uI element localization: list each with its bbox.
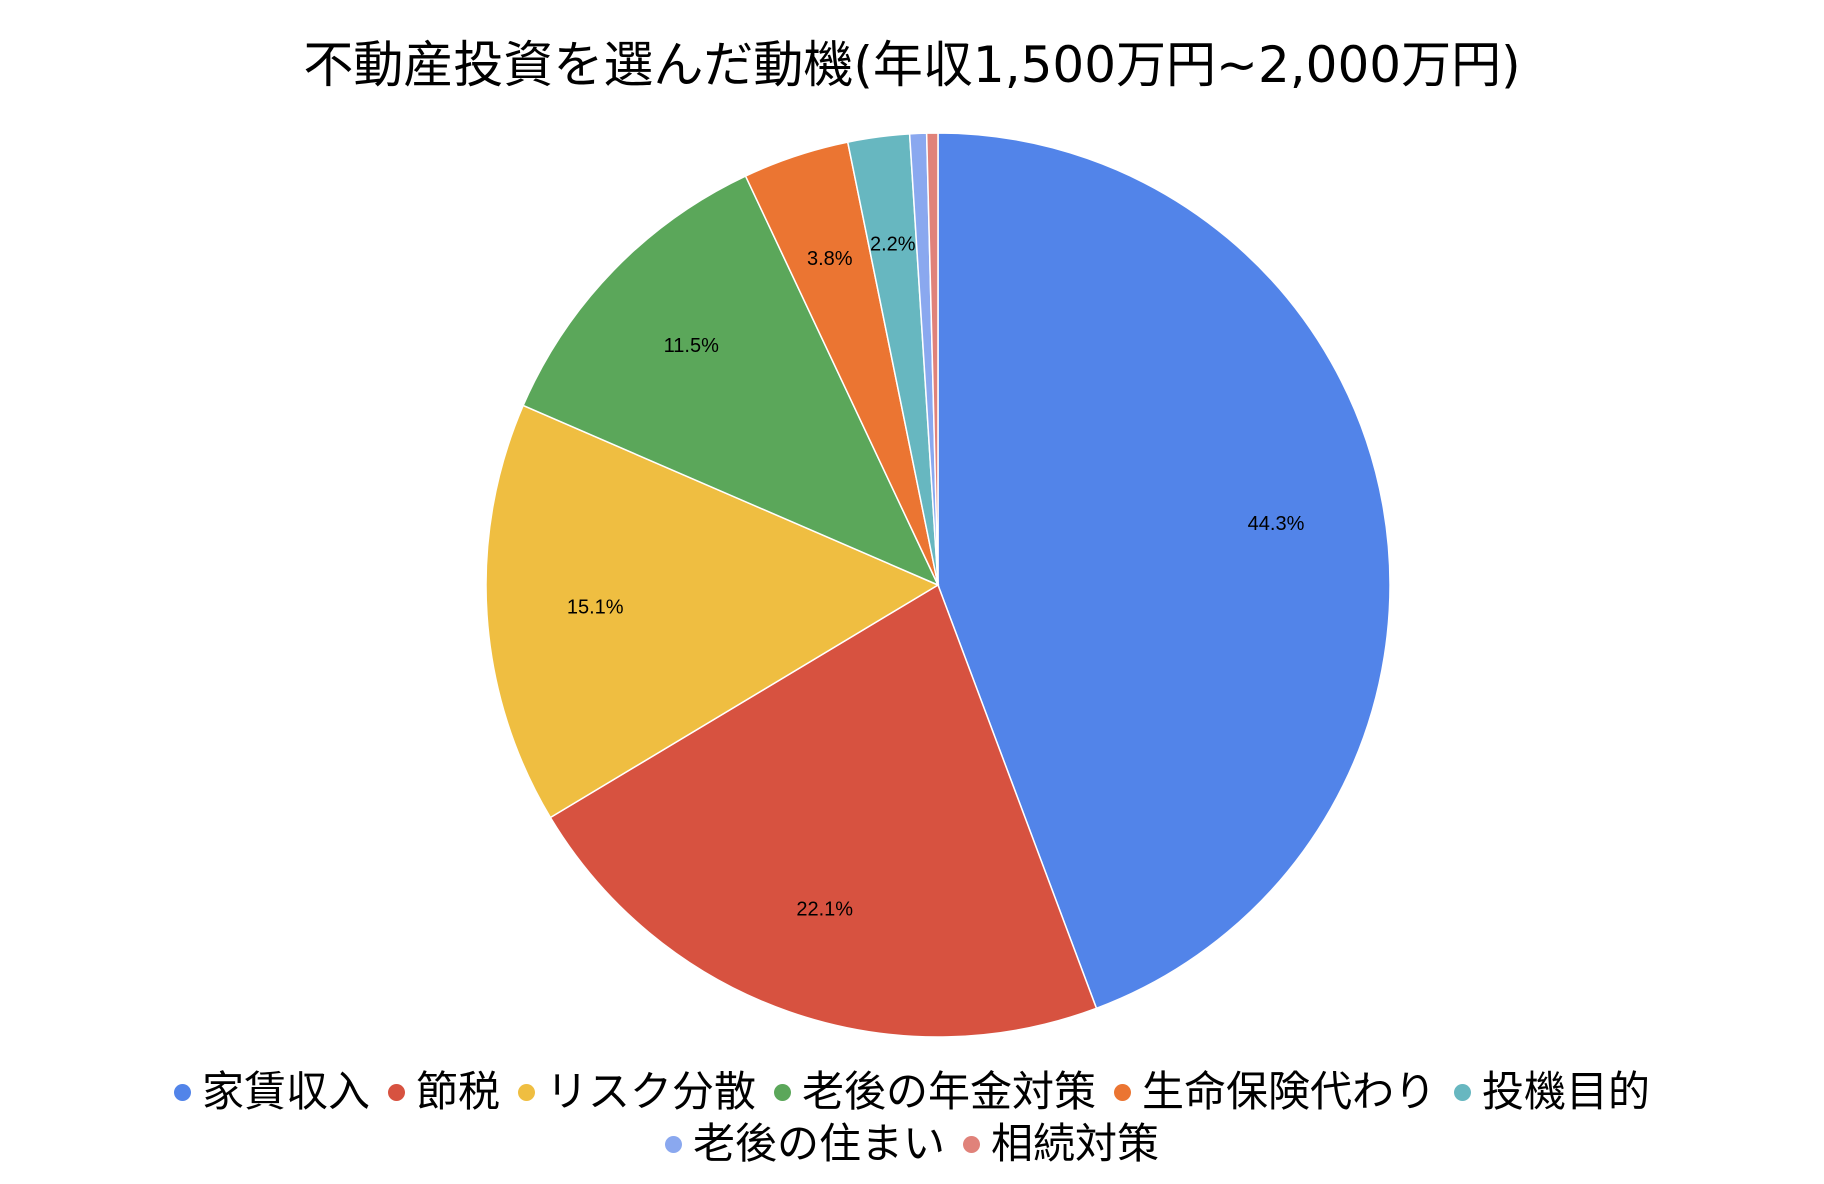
- legend-item-1[interactable]: 節税: [387, 1066, 500, 1118]
- pie-slice-3[interactable]: [522, 175, 940, 587]
- legend-swatch-icon: [517, 1083, 535, 1101]
- pie-slice-1[interactable]: [549, 583, 1098, 1038]
- legend-label: 節税: [415, 1067, 500, 1116]
- pie-slices: [485, 132, 1391, 1038]
- chart-title: 不動産投資を選んだ動機(年収1,500万円~2,000万円): [303, 36, 1521, 94]
- legend-item-2[interactable]: リスク分散: [517, 1066, 756, 1118]
- legend-item-4[interactable]: 生命保険代わり: [1114, 1066, 1436, 1118]
- pie-slice-7[interactable]: [925, 132, 939, 586]
- legend-row-0: 家賃収入 節税 リスク分散 老後の年金対策 生命保険代わり 投機目的: [0, 1066, 1824, 1118]
- legend-item-7[interactable]: 相続対策: [963, 1118, 1159, 1170]
- pie-slice-labels: 44.3% 22.1% 15.1% 11.5% 3.8% 2.2%: [567, 234, 1305, 921]
- legend-swatch-icon: [1114, 1083, 1132, 1101]
- legend-swatch-icon: [774, 1083, 791, 1101]
- legend-label: 投機目的: [1482, 1067, 1651, 1116]
- legend-label: リスク分散: [545, 1067, 756, 1116]
- slice-label-1: 22.1%: [796, 898, 853, 920]
- legend-swatch-icon: [1454, 1083, 1472, 1101]
- slice-label-5: 2.2%: [870, 234, 916, 256]
- legend-swatch-icon: [173, 1083, 191, 1101]
- legend-swatch-icon: [387, 1083, 405, 1101]
- legend-label: 生命保険代わり: [1142, 1067, 1437, 1116]
- pie-slice-0[interactable]: [937, 132, 1391, 1010]
- legend-swatch-icon: [963, 1135, 980, 1153]
- slice-label-4: 3.8%: [807, 248, 853, 270]
- pie-slice-2[interactable]: [485, 404, 940, 819]
- legend-swatch-icon: [664, 1135, 682, 1153]
- legend-item-6[interactable]: 老後の住まい: [664, 1118, 945, 1170]
- slice-label-0: 44.3%: [1248, 513, 1305, 535]
- legend-item-0[interactable]: 家賃収入: [173, 1066, 370, 1118]
- legend-item-3[interactable]: 老後の年金対策: [774, 1066, 1096, 1118]
- legend-label: 家賃収入: [201, 1067, 370, 1116]
- legend-item-5[interactable]: 投機目的: [1454, 1066, 1650, 1118]
- legend-label: 老後の住まい: [692, 1119, 945, 1168]
- slice-label-2: 15.1%: [567, 597, 624, 619]
- legend-row-1: 老後の住まい 相続対策: [0, 1118, 1824, 1170]
- chart-legend: 家賃収入 節税 リスク分散 老後の年金対策 生命保険代わり 投機目的 老後の住まい 相続対策: [0, 1066, 1824, 1170]
- legend-label: 相続対策: [991, 1119, 1160, 1168]
- legend-label: 老後の年金対策: [802, 1067, 1097, 1116]
- slice-label-3: 11.5%: [664, 335, 719, 357]
